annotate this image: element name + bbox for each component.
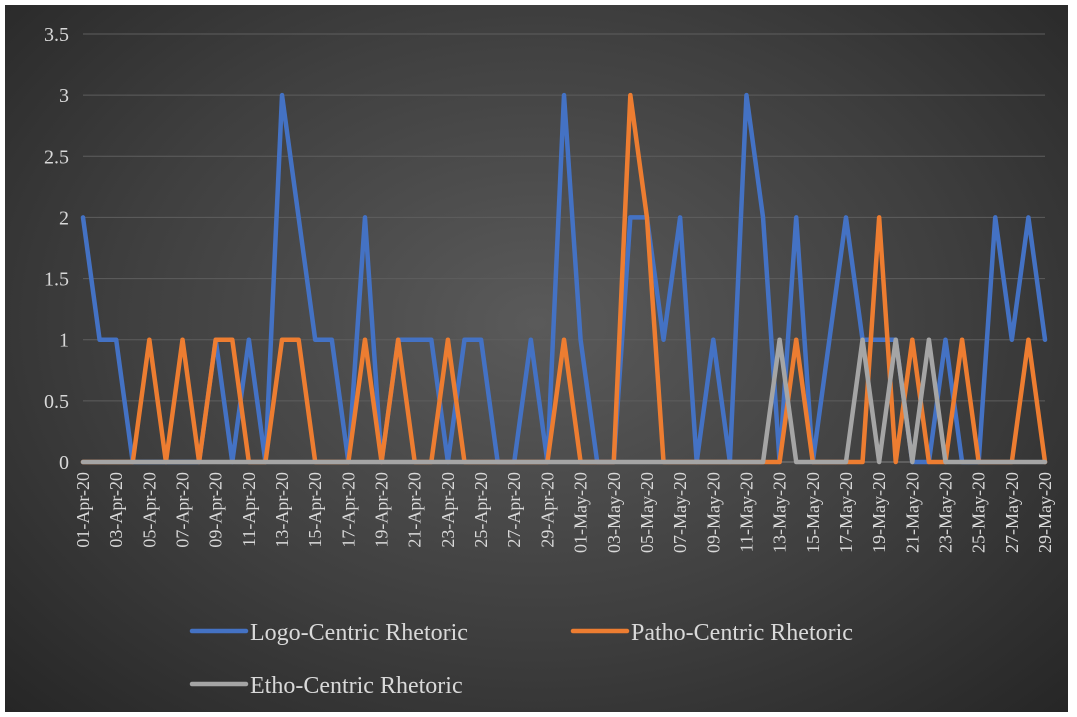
line-chart: 0 0.5 1 1.5 2 2.5 3 3.5 01-Apr-20 03-Apr-20 05-Ap… xyxy=(44,24,1055,699)
x-tick-label: 27-May-20 xyxy=(1002,472,1022,553)
x-tick-label: 29-May-20 xyxy=(1035,472,1055,553)
x-tick-label: 19-May-20 xyxy=(869,472,889,553)
x-tick-label: 09-May-20 xyxy=(703,472,723,553)
x-tick-label: 17-May-20 xyxy=(836,472,856,553)
legend: Logo-Centric Rhetoric Patho-Centric Rheto… xyxy=(189,620,853,699)
series-line-etho-centric-rhetoric xyxy=(80,337,1048,465)
x-tick-label: 05-Apr-20 xyxy=(139,472,159,548)
series-lines xyxy=(80,92,1048,465)
x-tick-label: 25-Apr-20 xyxy=(471,472,491,548)
x-axis: 01-Apr-20 03-Apr-20 05-Apr-20 07-Apr-20 09-A… xyxy=(73,472,1055,553)
x-tick-label: 15-May-20 xyxy=(803,472,823,553)
y-tick-label: 3.5 xyxy=(44,24,69,46)
y-tick-label: 2 xyxy=(59,207,69,229)
x-tick-label: 07-May-20 xyxy=(670,472,690,553)
series-line-logo-centric-rhetoric xyxy=(80,92,1048,465)
x-tick-label: 19-Apr-20 xyxy=(372,472,392,548)
legend-label: Logo-Centric Rhetoric xyxy=(250,620,468,646)
x-tick-label: 13-May-20 xyxy=(770,472,790,553)
x-tick-label: 07-Apr-20 xyxy=(173,472,193,548)
x-tick-label: 03-Apr-20 xyxy=(106,472,126,548)
chart-area: 0 0.5 1 1.5 2 2.5 3 3.5 01-Apr-20 03-Apr-20 05-Ap… xyxy=(5,5,1068,712)
x-tick-label: 09-Apr-20 xyxy=(206,472,226,548)
y-tick-label: 1.5 xyxy=(44,269,69,291)
y-tick-label: 1 xyxy=(59,330,69,352)
x-tick-label: 03-May-20 xyxy=(604,472,624,553)
x-tick-label: 11-May-20 xyxy=(736,472,756,552)
y-tick-label: 3 xyxy=(59,85,69,107)
legend-label: Etho-Centric Rhetoric xyxy=(250,673,463,699)
x-tick-label: 23-Apr-20 xyxy=(438,472,458,548)
x-tick-label: 17-Apr-20 xyxy=(338,472,358,548)
legend-label: Patho-Centric Rhetoric xyxy=(631,620,853,646)
x-tick-label: 21-Apr-20 xyxy=(405,472,425,548)
x-tick-label: 05-May-20 xyxy=(637,472,657,553)
y-tick-label: 0 xyxy=(59,452,69,474)
x-tick-label: 25-May-20 xyxy=(969,472,989,553)
x-tick-label: 13-Apr-20 xyxy=(272,472,292,548)
x-tick-label: 21-May-20 xyxy=(902,472,922,553)
x-tick-label: 23-May-20 xyxy=(935,472,955,553)
x-tick-label: 29-Apr-20 xyxy=(537,472,557,548)
x-tick-label: 01-Apr-20 xyxy=(73,472,93,548)
x-tick-label: 27-Apr-20 xyxy=(504,472,524,548)
y-axis: 0 0.5 1 1.5 2 2.5 3 3.5 xyxy=(44,24,69,474)
y-tick-label: 0.5 xyxy=(44,391,69,413)
series-line-patho-centric-rhetoric xyxy=(80,92,1048,465)
x-tick-label: 01-May-20 xyxy=(571,472,591,553)
y-tick-label: 2.5 xyxy=(44,146,69,168)
x-tick-label: 11-Apr-20 xyxy=(239,472,259,547)
x-tick-label: 15-Apr-20 xyxy=(305,472,325,548)
